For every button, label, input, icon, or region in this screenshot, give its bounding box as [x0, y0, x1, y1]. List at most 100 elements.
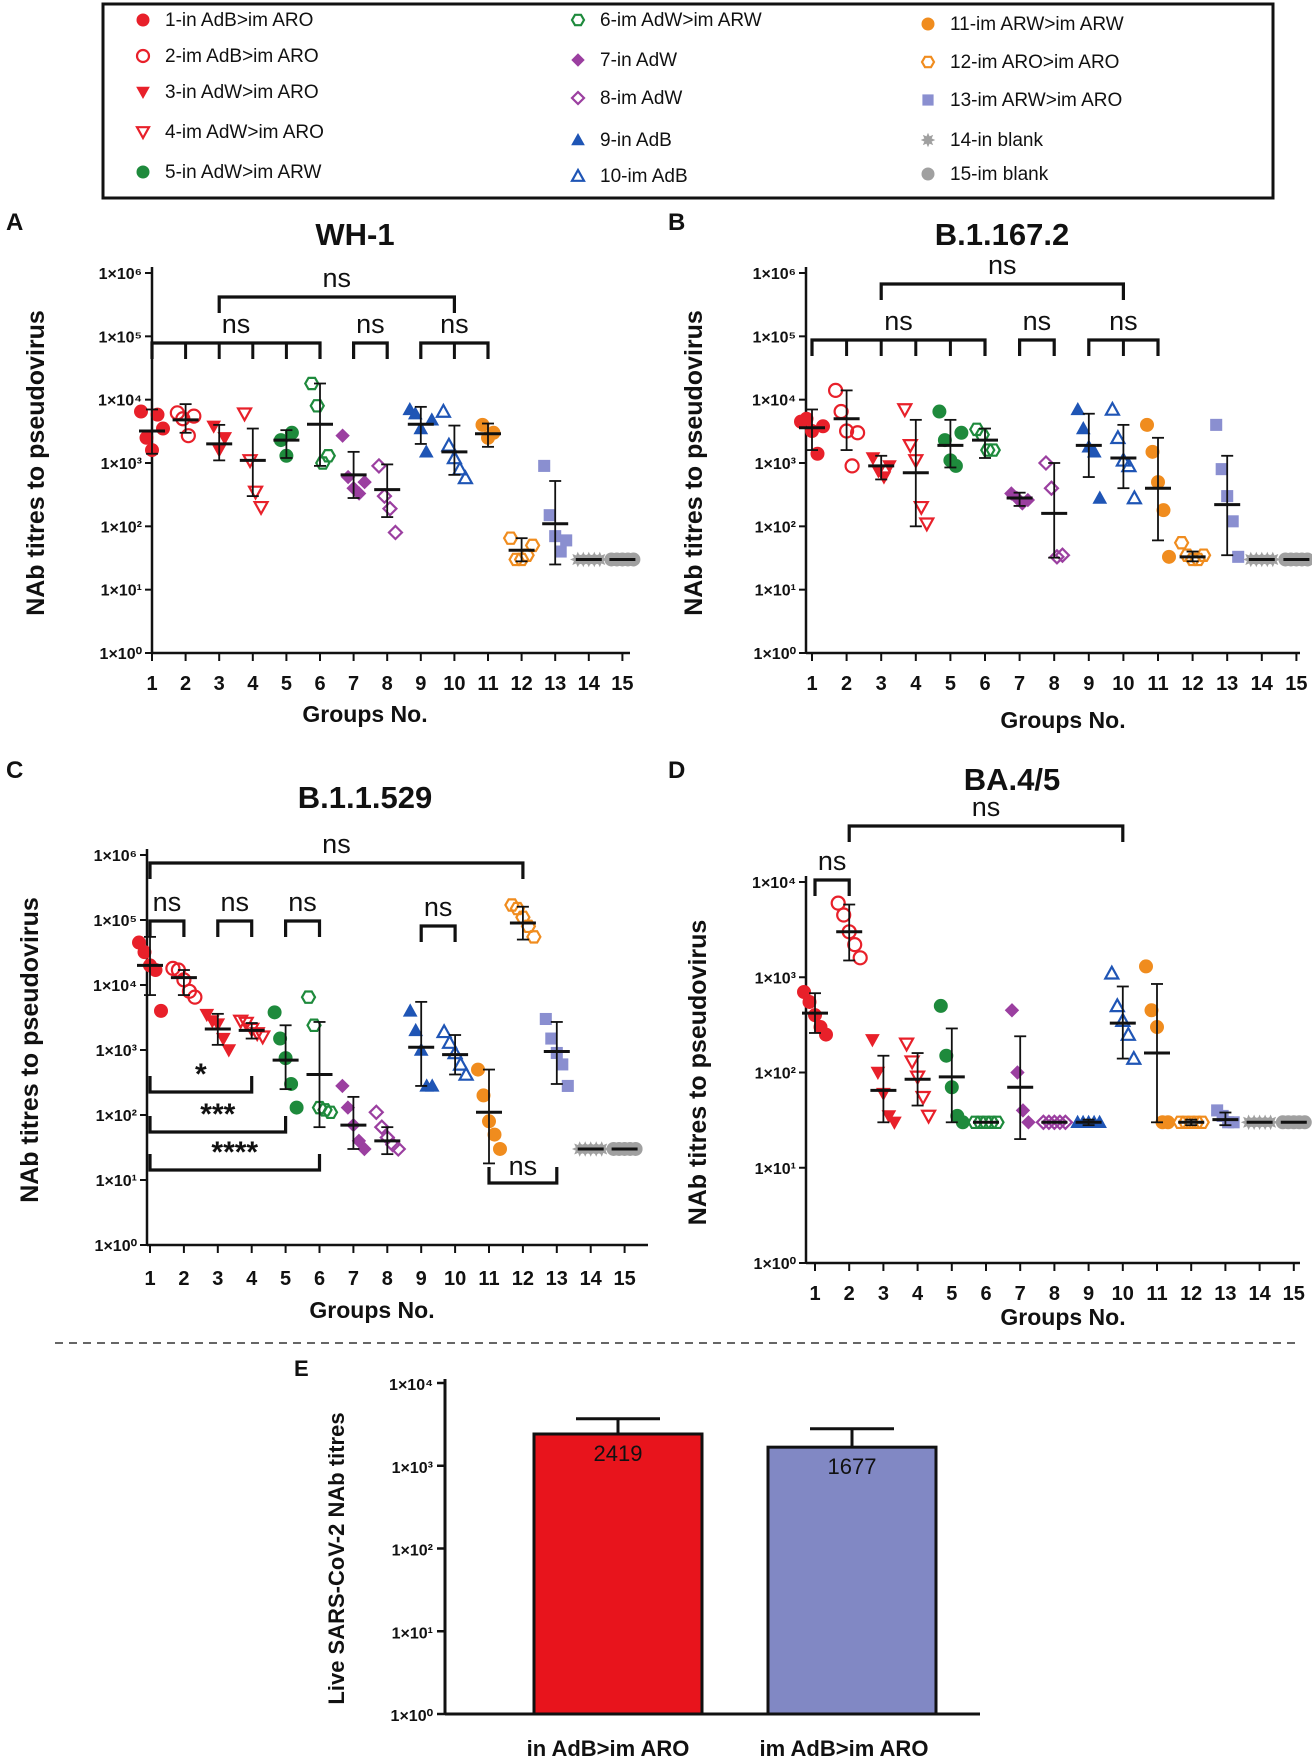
bar-value-label: 1677	[828, 1454, 877, 1479]
x-tick-label: 1	[809, 1283, 820, 1305]
data-point	[1215, 463, 1228, 476]
series-group-11	[475, 417, 501, 448]
data-point	[314, 456, 331, 470]
legend-marker-8	[570, 90, 586, 106]
data-point	[513, 552, 530, 567]
legend-label: 4-im AdW>im ARO	[165, 122, 324, 143]
x-tick-label: 2	[844, 1283, 855, 1305]
y-tick-label: 1×10³	[392, 1460, 433, 1477]
bar	[766, 1445, 938, 1716]
series-group-5	[933, 998, 970, 1130]
data-point	[545, 1032, 558, 1045]
data-point	[1109, 429, 1127, 445]
significance-bracket: ns	[813, 846, 851, 896]
data-point	[933, 998, 948, 1013]
x-tick-label: 10	[1112, 673, 1134, 695]
data-point	[493, 1141, 507, 1156]
data-point	[538, 459, 551, 472]
series-group-10	[1103, 964, 1143, 1065]
data-point	[932, 404, 947, 419]
data-point	[865, 1034, 880, 1048]
y-tick-label: 1×10⁴	[98, 393, 142, 410]
series-group-10	[1104, 400, 1143, 505]
data-point	[1037, 454, 1055, 472]
x-axis-label: Groups No.	[1000, 707, 1125, 733]
series-group-2	[827, 382, 866, 474]
y-axis-label: Live SARS-CoV-2 NAb titres	[324, 1412, 349, 1704]
data-point	[1140, 417, 1154, 432]
x-tick-label: 9	[1083, 673, 1094, 695]
bracket-line	[148, 1154, 322, 1172]
bracket-line	[148, 919, 186, 937]
y-tick-label: 1×10⁵	[752, 329, 796, 346]
legend-label: 5-in AdW>im ARW	[165, 162, 322, 183]
data-point	[901, 439, 919, 455]
significance-bracket: ns	[148, 887, 186, 937]
legend-label: 3-in AdW>im ARO	[165, 82, 319, 103]
x-tick-label: 13	[544, 673, 566, 695]
y-tick-label: 1×10³	[96, 1043, 137, 1060]
significance-label: ns	[884, 306, 913, 336]
data-point	[457, 1065, 475, 1081]
legend-frame	[101, 2, 1275, 200]
data-point	[1040, 1114, 1057, 1131]
x-tick-label: 4	[910, 673, 922, 695]
legend-label: 14-in blank	[950, 130, 1043, 151]
significance-bracket: ns	[1087, 306, 1160, 356]
data-point	[180, 428, 196, 444]
x-tick-label: 7	[348, 673, 359, 695]
data-point	[1139, 959, 1153, 974]
series-group-3	[199, 1008, 237, 1058]
series-group-7	[1004, 1003, 1036, 1140]
data-point	[289, 1100, 304, 1115]
data-point	[939, 1048, 954, 1063]
legend-item: 12-im ARO>im ARO	[920, 52, 1119, 73]
significance-label: ****	[211, 1136, 258, 1169]
legend-label: 12-im ARO>im ARO	[950, 52, 1119, 73]
significance-label: ns	[356, 309, 385, 339]
y-tick-label: 1×10⁰	[754, 646, 797, 663]
data-point	[134, 404, 148, 419]
significance-bracket: *	[148, 1058, 254, 1094]
data-point	[267, 1005, 282, 1020]
data-point	[543, 509, 556, 522]
y-axis-label: NAb titres to pseudovirus	[684, 920, 712, 1226]
data-point	[1103, 964, 1121, 980]
series-group-8	[1035, 1114, 1074, 1131]
significance-label: ns	[818, 846, 847, 876]
bracket-line	[217, 295, 456, 313]
panel-title: B.1.167.2	[935, 217, 1069, 252]
data-point	[306, 1018, 322, 1033]
data-point	[300, 990, 317, 1004]
panel-C: C B.1.1.529 1×10⁰ 1×10¹ 1×10² 1×10³ 1×10⁴ 1×10⁵…	[6, 757, 648, 1323]
data-point	[390, 1140, 407, 1158]
legend-label: 6-im AdW>im ARW	[600, 10, 762, 31]
data-point	[187, 989, 203, 1005]
legend-label: 13-im ARW>im ARO	[950, 90, 1122, 111]
data-point	[418, 444, 434, 458]
data-point	[1104, 400, 1121, 416]
data-point	[833, 403, 849, 420]
series-group-10	[435, 402, 474, 485]
panel-title: WH-1	[315, 217, 394, 252]
data-point	[435, 402, 452, 418]
x-category-label: im AdB>im ARO	[760, 1736, 929, 1759]
y-tick-label: 1×10⁰	[95, 1238, 138, 1255]
legend-marker-13	[922, 94, 934, 106]
data-point	[903, 1055, 921, 1071]
significance-label: ns	[440, 309, 469, 339]
x-tick-label: 14	[1251, 673, 1274, 695]
x-tick-label: 1	[144, 1268, 155, 1290]
legend-item: 2-im AdB>im ARO	[135, 46, 319, 67]
y-tick-label: 1×10⁴	[752, 875, 796, 892]
series-group-4	[232, 1014, 272, 1046]
y-tick-label: 1×10¹	[101, 583, 142, 600]
x-tick-label: 14	[1248, 1283, 1271, 1305]
y-tick-label: 1×10¹	[392, 1625, 433, 1642]
series-group-6	[303, 376, 337, 470]
data-point	[1010, 1065, 1025, 1080]
y-tick-label: 1×10¹	[96, 1173, 137, 1190]
x-tick-label: 14	[578, 673, 601, 695]
data-point	[827, 382, 844, 399]
y-tick-label: 1×10³	[755, 456, 796, 473]
